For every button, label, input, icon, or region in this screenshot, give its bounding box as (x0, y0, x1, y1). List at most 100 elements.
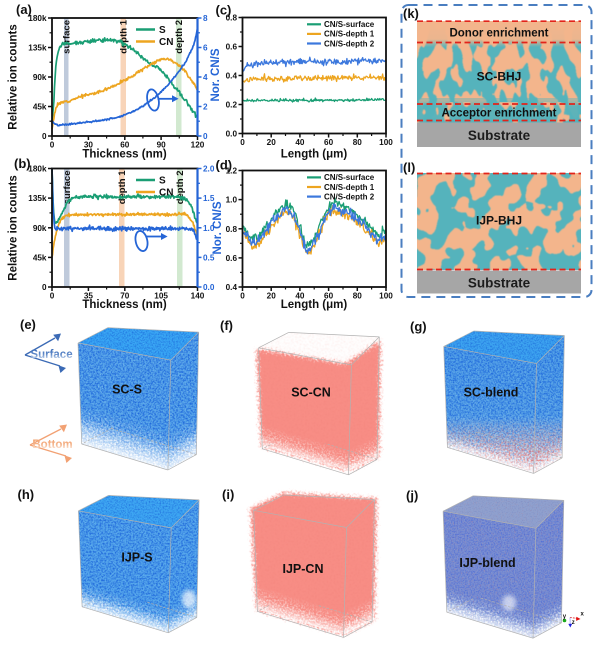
svg-text:140: 140 (191, 292, 205, 301)
svg-text:0.2: 0.2 (226, 101, 238, 110)
svg-text:0: 0 (42, 283, 47, 292)
svg-text:0.0: 0.0 (226, 130, 238, 139)
svg-text:Thickness (nm): Thickness (nm) (82, 149, 167, 161)
svg-text:S: S (159, 176, 166, 187)
svg-text:y: y (563, 614, 567, 620)
svg-text:40: 40 (295, 138, 305, 147)
svg-text:SC-CN: SC-CN (291, 386, 331, 400)
svg-text:z: z (572, 620, 575, 626)
svg-text:0: 0 (240, 292, 245, 301)
svg-text:35: 35 (84, 292, 94, 301)
svg-text:Length (μm): Length (μm) (281, 149, 348, 161)
svg-text:Surface: Surface (30, 349, 72, 361)
svg-text:2: 2 (203, 103, 208, 112)
svg-text:surface: surface (62, 20, 73, 54)
svg-text:CN/S-surface: CN/S-surface (324, 173, 375, 182)
svg-text:180k: 180k (28, 14, 47, 23)
svg-text:135k: 135k (28, 44, 47, 53)
svg-text:Substrate: Substrate (468, 128, 531, 143)
svg-text:0.4: 0.4 (226, 72, 238, 81)
svg-text:Acceptor enrichment: Acceptor enrichment (441, 108, 556, 120)
svg-text:45k: 45k (33, 253, 47, 262)
svg-text:60: 60 (120, 141, 130, 150)
svg-text:180k: 180k (28, 165, 47, 174)
svg-text:1.5: 1.5 (203, 194, 215, 203)
svg-text:100: 100 (379, 138, 393, 147)
svg-text:CN/S-depth 1: CN/S-depth 1 (324, 183, 375, 192)
svg-text:SC-BHJ: SC-BHJ (477, 70, 522, 84)
svg-text:0.4: 0.4 (226, 283, 238, 292)
svg-text:SC-blend: SC-blend (464, 386, 519, 400)
svg-text:60: 60 (324, 138, 334, 147)
svg-text:0: 0 (240, 138, 245, 147)
svg-text:0.8: 0.8 (226, 225, 238, 234)
svg-text:135k: 135k (28, 194, 47, 203)
svg-text:Thickness (nm): Thickness (nm) (82, 299, 167, 311)
svg-text:depth 2: depth 2 (175, 171, 186, 205)
svg-text:(a): (a) (16, 2, 32, 17)
svg-text:IJP-S: IJP-S (121, 551, 152, 565)
svg-text:Relative ion counts: Relative ion counts (8, 175, 20, 280)
svg-text:90: 90 (157, 141, 167, 150)
svg-text:0: 0 (203, 132, 208, 141)
svg-text:90k: 90k (33, 73, 47, 82)
svg-text:20: 20 (267, 138, 277, 147)
svg-text:depth 2: depth 2 (174, 20, 185, 54)
svg-text:(k): (k) (403, 6, 419, 21)
svg-text:60: 60 (324, 292, 334, 301)
svg-text:depth 1: depth 1 (119, 19, 130, 53)
svg-text:depth 1: depth 1 (117, 170, 128, 204)
svg-text:IJP-CN: IJP-CN (283, 562, 324, 576)
svg-text:0.8: 0.8 (226, 14, 238, 23)
svg-text:(f): (f) (220, 318, 233, 333)
svg-text:CN/S-surface: CN/S-surface (324, 20, 375, 29)
svg-text:surface: surface (62, 171, 73, 205)
svg-text:2.0: 2.0 (203, 165, 215, 174)
svg-text:45k: 45k (33, 103, 47, 112)
svg-text:0.0: 0.0 (203, 283, 215, 292)
svg-text:4: 4 (203, 73, 208, 82)
svg-text:IJP-blend: IJP-blend (459, 556, 515, 570)
svg-text:80: 80 (353, 292, 363, 301)
svg-text:CN/S-depth 2: CN/S-depth 2 (324, 39, 375, 48)
svg-text:Nor. CN/S: Nor. CN/S (212, 201, 224, 254)
svg-text:1.0: 1.0 (203, 224, 215, 233)
svg-text:1.2: 1.2 (226, 167, 238, 176)
svg-text:40: 40 (295, 292, 305, 301)
svg-text:0: 0 (50, 292, 55, 301)
svg-text:20: 20 (267, 292, 277, 301)
svg-text:(g): (g) (410, 319, 427, 334)
svg-text:0.6: 0.6 (226, 254, 238, 263)
svg-text:(b): (b) (14, 156, 31, 171)
svg-text:CN/S-depth 1: CN/S-depth 1 (324, 30, 375, 39)
svg-text:80: 80 (353, 138, 363, 147)
svg-text:0: 0 (42, 132, 47, 141)
svg-text:0.5: 0.5 (203, 253, 215, 262)
svg-text:Nor. CN/S: Nor. CN/S (210, 48, 222, 101)
svg-text:Relative ion counts: Relative ion counts (8, 24, 20, 129)
svg-text:Donor enrichment: Donor enrichment (449, 28, 548, 40)
svg-text:CN/S-depth 2: CN/S-depth 2 (324, 192, 375, 201)
svg-text:(h): (h) (18, 487, 35, 502)
svg-text:8: 8 (203, 14, 208, 23)
svg-text:IJP-BHJ: IJP-BHJ (476, 214, 522, 228)
svg-text:CN: CN (159, 188, 173, 199)
svg-text:(j): (j) (406, 488, 418, 503)
svg-text:105: 105 (154, 292, 168, 301)
svg-text:(l): (l) (403, 160, 415, 175)
svg-text:120: 120 (191, 141, 205, 150)
svg-text:90k: 90k (33, 224, 47, 233)
svg-text:0.6: 0.6 (226, 43, 238, 52)
svg-text:CN: CN (159, 37, 173, 48)
svg-text:30: 30 (84, 141, 94, 150)
svg-text:Bottom: Bottom (32, 439, 72, 451)
svg-text:Length (μm): Length (μm) (281, 299, 348, 311)
svg-text:S: S (159, 25, 166, 36)
svg-text:100: 100 (379, 292, 393, 301)
svg-text:SC-S: SC-S (112, 383, 142, 397)
svg-text:(d): (d) (216, 158, 233, 173)
svg-text:1.0: 1.0 (226, 196, 238, 205)
svg-text:(e): (e) (20, 317, 36, 332)
svg-text:(i): (i) (222, 487, 234, 502)
svg-text:0: 0 (50, 141, 55, 150)
